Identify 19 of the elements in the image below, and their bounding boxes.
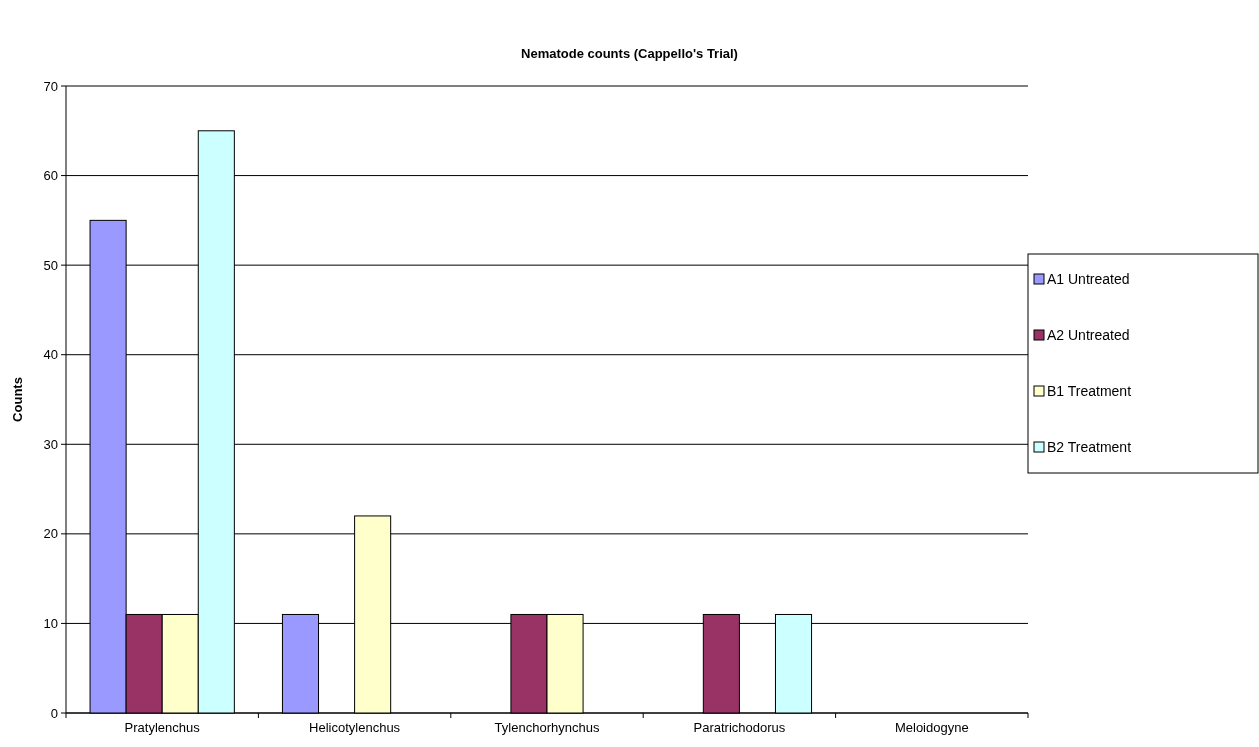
legend-label: B1 Treatment: [1047, 382, 1132, 399]
x-tick-label: Tylenchorhynchus: [494, 720, 600, 735]
chart-title: Nematode counts (Cappello's Trial): [521, 46, 738, 61]
y-axis-title: Counts: [10, 377, 25, 422]
y-tick-label: 0: [50, 705, 58, 721]
x-tick-label: Paratrichodorus: [693, 720, 786, 735]
y-tick-label: 10: [43, 615, 58, 631]
legend-label: A1 Untreated: [1047, 270, 1130, 287]
legend-label: B2 Treatment: [1047, 438, 1132, 455]
x-tick-label: Helicotylenchus: [309, 720, 401, 735]
y-tick-label: 20: [43, 526, 58, 542]
legend-label: A2 Untreated: [1047, 326, 1130, 343]
x-tick-label: Pratylenchus: [124, 720, 201, 735]
y-tick-label: 70: [43, 78, 58, 94]
y-tick-label: 40: [43, 347, 58, 363]
y-tick-label: 50: [43, 257, 58, 273]
x-tick-label: Meloidogyne: [894, 720, 969, 735]
y-tick-label: 60: [43, 168, 58, 184]
y-tick-label: 30: [43, 436, 58, 452]
